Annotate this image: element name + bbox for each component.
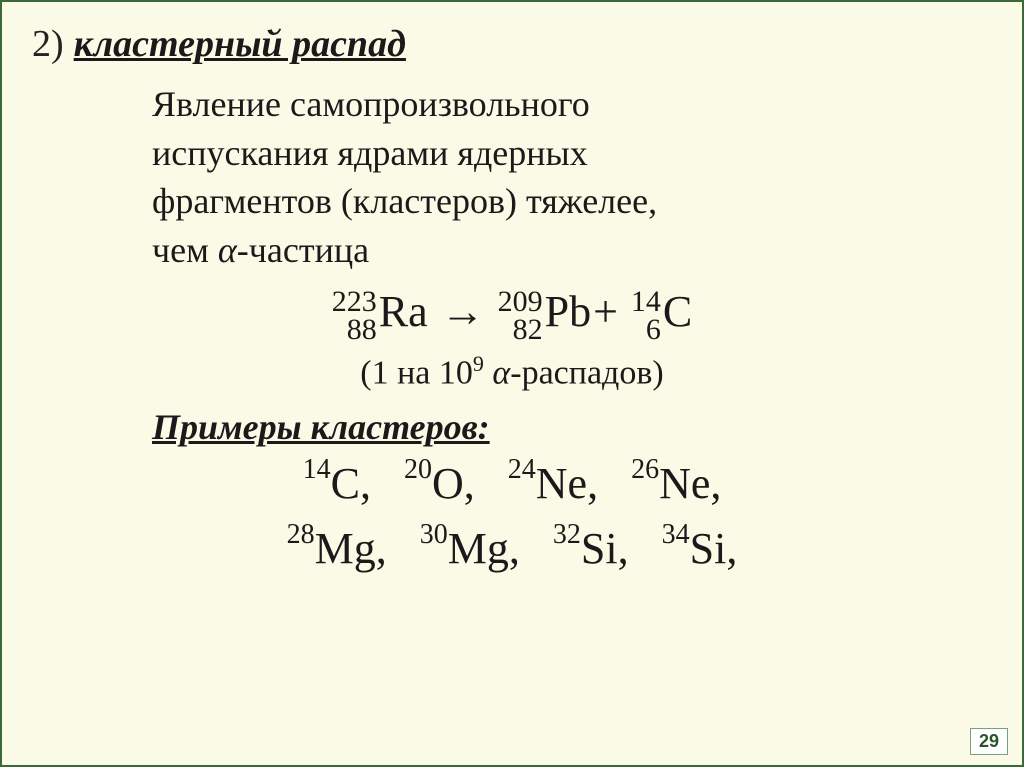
element-symbol: O (432, 459, 464, 508)
element-symbol: Si (581, 524, 618, 573)
paren-close: ) (652, 354, 663, 391)
mass-number: 26 (631, 454, 659, 485)
plus-sign: + (593, 287, 618, 336)
element-symbol: Pb (545, 287, 591, 336)
arrow: → (441, 287, 485, 336)
clusters-row-2: 28Mg, 30Mg, 32Si, 34Si, (32, 523, 992, 574)
separator: , (509, 524, 520, 573)
rate-exponent: 9 (473, 351, 484, 376)
definition-line: испускания ядрами ядерных (152, 133, 588, 173)
mass-number: 209 (498, 288, 543, 317)
definition-line-suffix: -частица (237, 230, 369, 270)
definition-text: Явление самопроизвольного испускания ядр… (152, 80, 962, 274)
clusters-row-1: 14C, 20O, 24Ne, 26Ne, (32, 458, 992, 509)
rate-base: 10 (439, 354, 473, 391)
atomic-number: 6 (631, 316, 661, 345)
element-symbol: Ne (536, 459, 587, 508)
page-number-badge: 29 (970, 728, 1008, 755)
section-title: кластерный распад (74, 22, 406, 66)
nuclide-pb: 20982Pb (498, 286, 591, 344)
element-symbol: C (331, 459, 360, 508)
separator: , (587, 459, 598, 508)
element-symbol: Ra (379, 287, 428, 336)
nuclide-c: 146C (631, 286, 692, 344)
paren-open: ( (360, 354, 371, 391)
separator: , (726, 524, 737, 573)
section-number: 2) (32, 22, 64, 66)
mass-number: 223 (332, 288, 377, 317)
definition-line: фрагментов (кластеров) тяжелее, (152, 181, 657, 221)
element-symbol: Ne (659, 459, 710, 508)
mass-number: 24 (508, 454, 536, 485)
atomic-number: 88 (332, 316, 377, 345)
mass-number: 34 (662, 519, 690, 550)
rate-suffix: -распадов (510, 354, 652, 391)
element-symbol: Si (690, 524, 727, 573)
nuclide-ra: 22388Ra (332, 286, 428, 344)
element-symbol: Mg (448, 524, 509, 573)
alpha-symbol: α (218, 230, 237, 270)
alpha-symbol: α (492, 354, 510, 391)
separator: , (360, 459, 371, 508)
clusters-heading: Примеры кластеров: (152, 406, 992, 448)
separator: , (618, 524, 629, 573)
rate-one: 1 (372, 354, 389, 391)
separator: , (464, 459, 475, 508)
separator: , (376, 524, 387, 573)
nuclear-equation: 22388Ra → 20982Pb + 146C (32, 286, 992, 344)
mass-number: 32 (553, 519, 581, 550)
mass-number: 14 (631, 288, 661, 317)
mass-number: 28 (287, 519, 315, 550)
definition-line: Явление самопроизвольного (152, 84, 590, 124)
mass-number: 20 (404, 454, 432, 485)
mass-number: 30 (420, 519, 448, 550)
rate-na: на (389, 354, 439, 391)
element-symbol: C (663, 287, 692, 336)
section-heading-row: 2) кластерный распад (32, 22, 992, 66)
definition-line-prefix: чем (152, 230, 218, 270)
atomic-number: 82 (498, 316, 543, 345)
separator: , (710, 459, 721, 508)
mass-number: 14 (303, 454, 331, 485)
element-symbol: Mg (315, 524, 376, 573)
rate-note: (1 на 109 α-распадов) (32, 351, 992, 392)
